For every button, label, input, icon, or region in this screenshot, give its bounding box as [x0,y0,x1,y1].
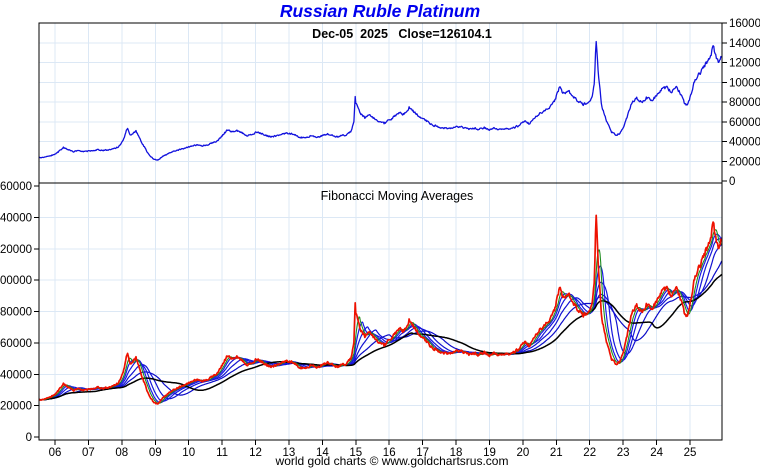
ma-line-8w [39,229,722,404]
x-tick-label: 25 [684,447,697,459]
x-tick-label: 19 [483,447,496,459]
axis-layer: 0 0 20000 20000 40000 40000 60000 60000 80000 800… [0,18,760,459]
y-tick-label-right: 160000 [729,18,760,30]
top-panel-series [39,40,722,161]
x-tick-label: 24 [650,447,663,459]
x-tick-label: 11 [216,447,228,459]
grid-layer [39,23,722,440]
price-line-top [39,40,722,161]
y-tick-label-right: 80000 [729,97,760,109]
x-tick-label: 10 [182,447,195,459]
x-tick-label: 16 [383,447,396,459]
x-tick-label: 12 [249,447,262,459]
ma-line-13w [39,233,722,404]
y-tick-label-left: 20000 [0,401,32,413]
x-tick-label: 20 [517,447,530,459]
y-tick-label-left: 60000 [0,338,32,350]
y-tick-label-right: 40000 [729,137,760,149]
y-tick-label-right: 20000 [729,156,760,168]
price-line-bottom [39,214,722,405]
x-tick-label: 18 [450,447,463,459]
x-tick-label: 17 [416,447,429,459]
x-tick-label: 21 [550,447,563,459]
y-tick-label-left: 140000 [0,212,32,224]
x-tick-label: 06 [49,447,62,459]
y-tick-label-right: 0 [729,176,735,188]
chart-title: Russian Ruble Platinum [280,1,480,21]
ma-line-55w [39,260,722,401]
footer-credit: world gold charts © www.goldchartsrus.co… [275,454,509,468]
ma-line-89w [39,273,722,401]
x-tick-label: 08 [115,447,128,459]
y-tick-label-left: 80000 [0,307,32,319]
y-tick-label-left: 120000 [0,244,32,256]
x-tick-label: 07 [82,447,95,459]
y-tick-label-right: 120000 [729,58,760,70]
x-tick-label: 15 [349,447,362,459]
x-tick-label: 09 [149,447,162,459]
x-tick-label: 23 [617,447,630,459]
bottom-panel-title: Fibonacci Moving Averages [321,189,474,203]
x-tick-label: 13 [283,447,296,459]
ma-line-21w [39,237,722,402]
y-tick-label-right: 140000 [729,38,760,50]
x-tick-label: 22 [583,447,596,459]
x-tick-label: 14 [316,447,329,459]
y-tick-label-right: 60000 [729,117,760,129]
y-tick-label-left: 0 [26,432,32,444]
chart-subtitle: Dec-05 2025 Close=126104.1 [312,27,492,41]
y-tick-label-left: 160000 [0,181,32,193]
bottom-panel-series [39,214,722,405]
y-tick-label-left: 40000 [0,369,32,381]
